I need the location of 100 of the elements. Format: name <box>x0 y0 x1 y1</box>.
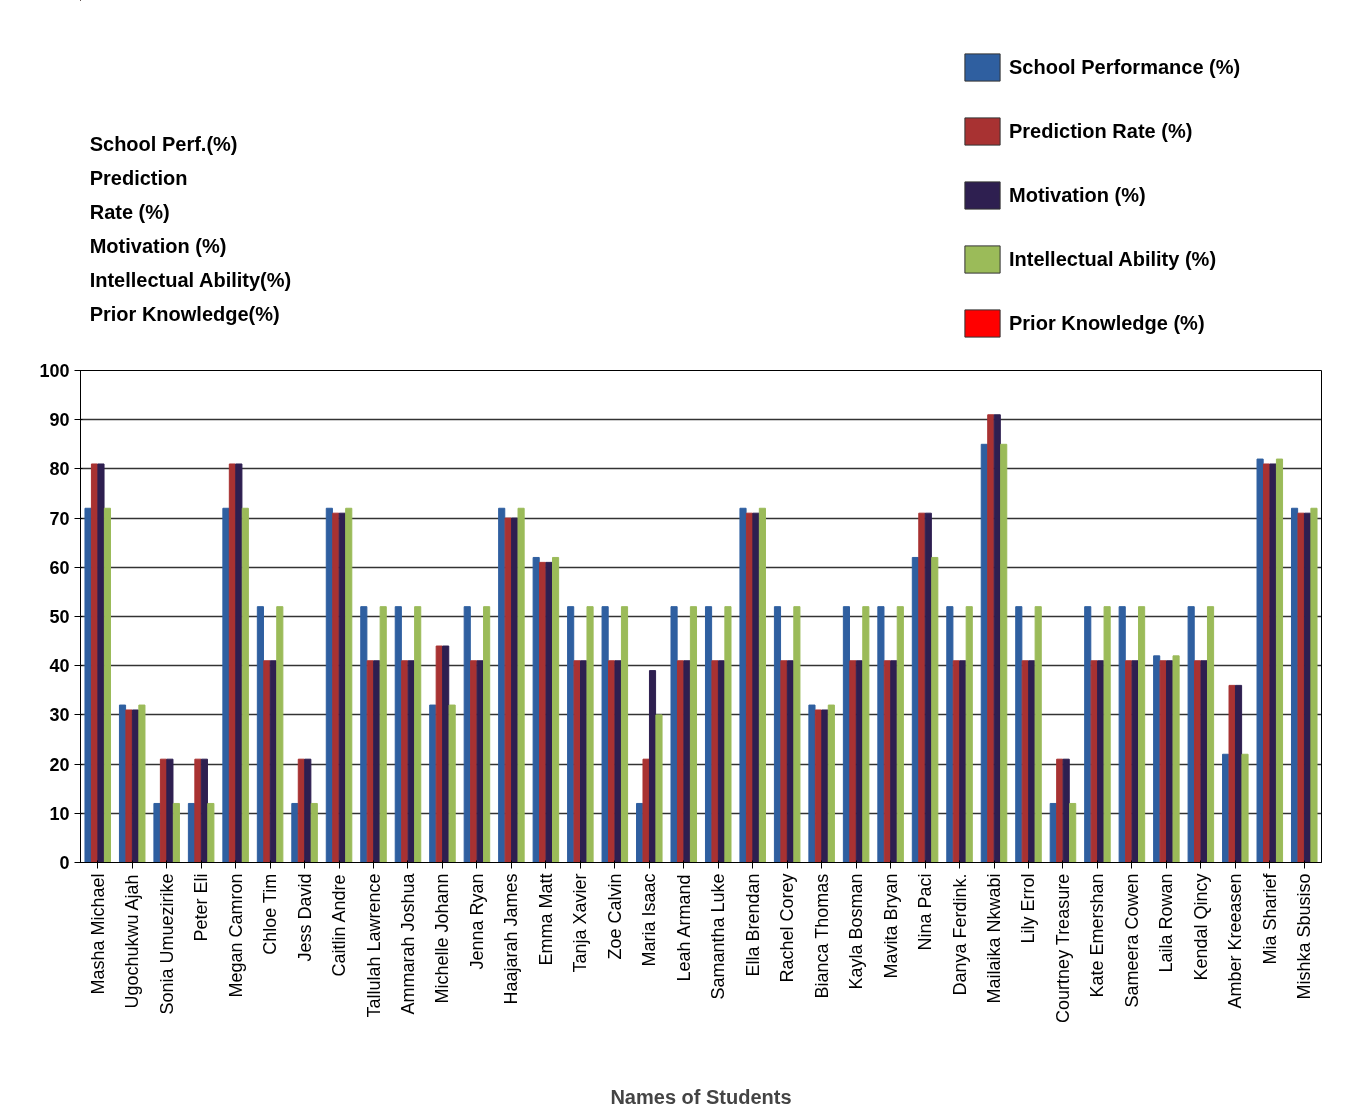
bar <box>1200 660 1208 863</box>
bar <box>689 606 698 863</box>
bar <box>1187 606 1195 863</box>
x-tick-label: Nina Paci <box>915 873 936 951</box>
bar <box>379 606 387 863</box>
bar <box>1138 606 1146 863</box>
bar <box>1310 507 1318 863</box>
bar <box>862 606 870 863</box>
bar <box>429 704 437 863</box>
legend-label: Motivation (%) <box>1009 183 1146 207</box>
bar <box>1275 458 1284 863</box>
bar <box>517 507 525 863</box>
x-tick-label: Tallulah Lawrence <box>363 873 384 1018</box>
bar <box>483 606 491 863</box>
bar <box>808 704 816 863</box>
bar <box>532 556 540 863</box>
bar <box>711 660 719 863</box>
x-tick-label: Leah Armand <box>673 874 694 982</box>
x-tick-label: Courtney Treasure <box>1052 873 1073 1023</box>
x-tick-label: Mishka Sbusiso <box>1294 873 1315 1000</box>
bar <box>153 802 161 863</box>
bar <box>1103 606 1111 863</box>
bar <box>586 606 594 863</box>
x-tick-label: Mia Sharief <box>1259 872 1280 965</box>
legend-label: Intellectual Ability (%) <box>1009 247 1217 271</box>
bar <box>103 507 111 863</box>
bar <box>1034 606 1042 863</box>
bar <box>827 704 835 863</box>
bar <box>946 606 954 863</box>
bar <box>1000 443 1008 863</box>
x-tick-label: Amber Kreeasen <box>1225 873 1246 1009</box>
x-tick-label: Peter Eli <box>191 873 212 942</box>
bar <box>1015 606 1023 863</box>
x-tick-label: Kate Emershan <box>1087 873 1108 998</box>
bar <box>407 660 415 863</box>
bar <box>1241 753 1249 863</box>
bar <box>965 606 973 863</box>
bar <box>194 758 202 863</box>
legend-label: Prediction Rate (%) <box>1009 119 1193 143</box>
text: School Perf.(%) Prediction Rate (%) Motivation (%) Intellectual Ability(%) Prior Knowledge(%) <box>89 132 292 325</box>
y-tick-label: 10 <box>49 803 70 824</box>
bar <box>655 714 663 863</box>
bar <box>304 758 312 863</box>
bar <box>890 660 898 863</box>
x-tick-label: Ugochukwu Ajah <box>122 874 143 1009</box>
x-tick-label: Mailaika Nkwabi <box>984 873 1005 1004</box>
bar <box>448 704 456 863</box>
bar <box>138 704 146 863</box>
bar <box>345 507 353 863</box>
x-tick-label: Lily Errol <box>1018 873 1039 944</box>
legend-label: Prior Knowledge (%) <box>1009 311 1205 335</box>
bar <box>931 556 939 863</box>
x-tick-label: Jess David <box>294 873 315 962</box>
bar <box>683 660 691 863</box>
bar <box>849 660 857 863</box>
y-tick-label: 0 <box>59 853 70 873</box>
bar <box>222 507 230 863</box>
bar <box>793 606 801 863</box>
bar <box>476 660 484 863</box>
x-tick-label: Danya Ferdink. <box>949 873 970 996</box>
legend-label: School Performance (%) <box>1009 55 1241 79</box>
bar <box>241 507 249 863</box>
x-tick-label: Caitlin Andre <box>329 874 350 977</box>
x-tick-label: Ammarah Joshua <box>397 872 418 1015</box>
bar <box>291 802 299 863</box>
bar <box>918 512 926 863</box>
y-tick-label: 40 <box>49 656 70 677</box>
bar <box>172 802 180 863</box>
bar <box>263 660 271 863</box>
y-tick-label: 100 <box>39 361 70 381</box>
x-tick-label: Maria Isaac <box>639 873 660 967</box>
bar <box>207 802 215 863</box>
x-tick-label: Zoe Calvin <box>604 873 625 960</box>
bar <box>642 758 650 863</box>
bar <box>166 758 174 863</box>
bar <box>601 606 609 863</box>
y-tick-label: 90 <box>49 410 70 431</box>
bar <box>1159 660 1167 863</box>
bar <box>1118 606 1126 863</box>
bar <box>670 606 678 863</box>
bar <box>1062 758 1070 863</box>
bar <box>752 512 760 863</box>
x-tick-label: Sameera Cowen <box>1121 873 1142 1008</box>
bar <box>414 606 422 863</box>
x-tick-label: Bianca Thomas <box>811 873 832 999</box>
x-tick-label: Megan Camron <box>225 873 246 998</box>
x-tick-label: Sonia Umuezirike <box>156 873 177 1015</box>
bar <box>504 517 512 863</box>
bar <box>276 606 284 863</box>
x-tick-label: Ella Brendan <box>742 873 763 977</box>
x-tick-label: Jenna Ryan <box>466 873 487 970</box>
x-tick-label: Samantha Luke <box>708 873 729 1000</box>
x-tick-label: Kendal Qincy <box>1190 873 1211 981</box>
bar <box>877 606 885 863</box>
bar <box>1297 512 1305 863</box>
bar <box>1228 684 1236 863</box>
bar <box>360 606 368 863</box>
bar <box>780 660 788 863</box>
bar <box>235 463 243 863</box>
bar <box>1206 606 1215 863</box>
